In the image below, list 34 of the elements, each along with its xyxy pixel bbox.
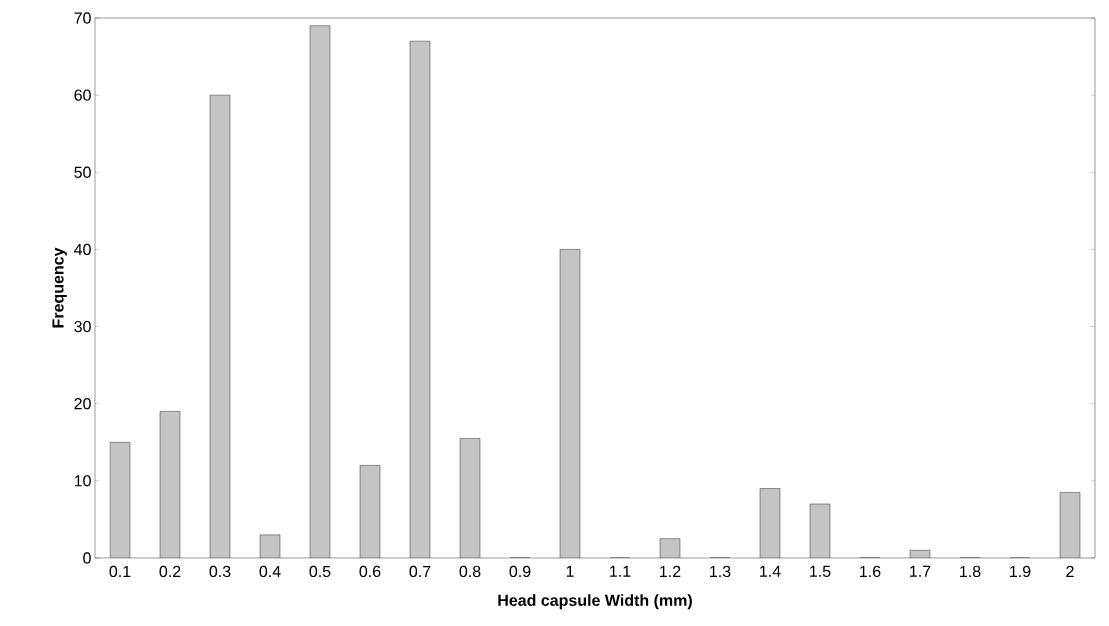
x-tick-label: 0.9 (509, 565, 531, 578)
x-tick-label: 1 (566, 565, 574, 577)
y-tick-label: 60 (74, 89, 91, 101)
x-tick-label: 0.7 (409, 565, 431, 578)
y-tick-label: 10 (74, 475, 91, 487)
bar (409, 40, 431, 558)
bar (309, 25, 331, 558)
x-tick-label: 0.3 (209, 565, 231, 578)
x-tick-label: 1.5 (810, 565, 831, 577)
x-tick-label: 0.4 (259, 565, 281, 578)
x-axis-title: Head capsule Width (mm) (498, 594, 692, 610)
x-tick-label: 0.6 (359, 565, 381, 578)
x-tick-label: 0.1 (109, 565, 131, 578)
bar (559, 249, 581, 558)
x-tick-label: 1.9 (1010, 565, 1031, 578)
y-tick-label: 30 (74, 320, 91, 333)
bar (209, 94, 231, 558)
y-tick-label: 40 (74, 243, 91, 256)
y-tick-label: 0 (83, 552, 91, 564)
x-tick-label: 1.7 (910, 565, 931, 577)
x-tick-label: 0.8 (459, 565, 481, 578)
y-tick-label: 20 (74, 398, 91, 410)
y-tick-label: 70 (74, 12, 91, 24)
y-tick-label: 50 (74, 166, 91, 178)
x-tick-label: 1.3 (710, 565, 731, 578)
x-tick-label: 1.8 (960, 565, 981, 578)
x-tick-label: 1.1 (610, 565, 631, 577)
x-tick-label: 0.2 (159, 565, 181, 578)
x-tick-label: 1.4 (760, 565, 781, 577)
x-tick-label: 2 (1066, 565, 1074, 577)
x-tick-label: 0.5 (309, 565, 331, 578)
x-tick-label: 1.6 (860, 565, 881, 578)
x-tick-label: 1.2 (660, 565, 681, 577)
y-axis-title: Frequency (52, 247, 67, 328)
